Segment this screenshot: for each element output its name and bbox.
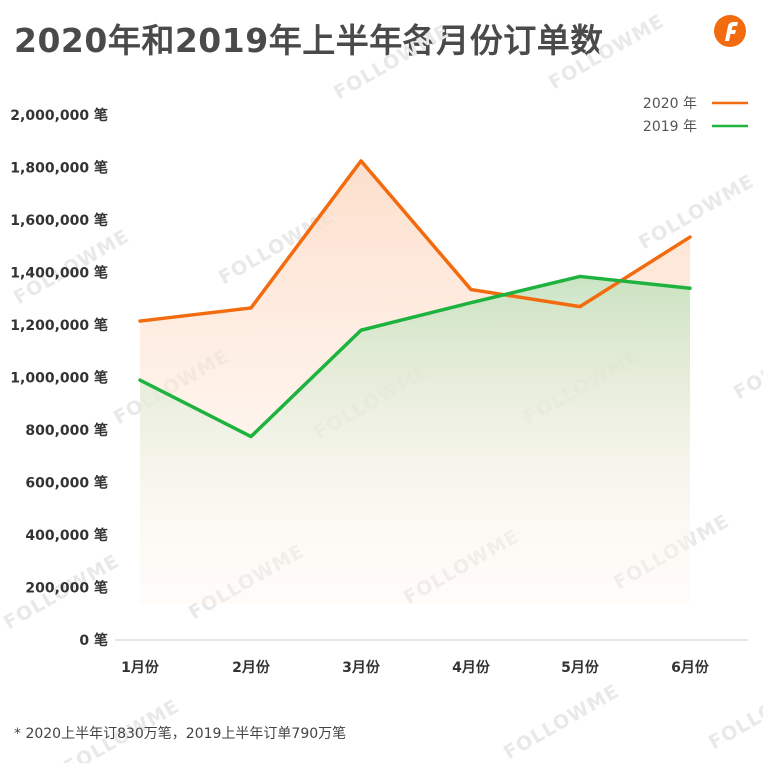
y-tick-label: 200,000 笔 — [25, 580, 108, 597]
x-tick-label: 4月份 — [452, 659, 491, 676]
x-tick-label: 5月份 — [561, 659, 600, 676]
y-tick-label: 1,400,000 笔 — [10, 265, 108, 282]
legend-label: 2019 年 — [643, 119, 697, 135]
x-tick-label: 2月份 — [232, 659, 271, 676]
y-tick-label: 1,600,000 笔 — [10, 212, 108, 229]
y-tick-label: 1,800,000 笔 — [10, 160, 108, 177]
y-tick-label: 400,000 笔 — [25, 527, 108, 544]
series-2019-line — [138, 274, 692, 439]
y-tick-label: 0 笔 — [79, 632, 108, 649]
x-tick-label: 3月份 — [342, 659, 381, 676]
series-2020-line — [138, 159, 692, 323]
y-tick-label: 800,000 笔 — [25, 422, 108, 439]
footnote: * 2020上半年订830万笔，2019上半年订单790万笔 — [14, 726, 347, 742]
y-tick-label: 1,200,000 笔 — [10, 317, 108, 334]
followme-logo-icon — [714, 15, 746, 47]
area-2019 — [140, 276, 690, 604]
x-tick-label: 1月份 — [121, 659, 160, 676]
y-tick-label: 1,000,000 笔 — [10, 370, 108, 387]
y-tick-label: 2,000,000 笔 — [10, 107, 108, 124]
y-tick-label: 600,000 笔 — [25, 475, 108, 492]
x-tick-label: 6月份 — [671, 659, 710, 676]
legend-label: 2020 年 — [643, 96, 697, 112]
chart-title: 2020年和2019年上半年各月份订单数 — [14, 21, 604, 60]
